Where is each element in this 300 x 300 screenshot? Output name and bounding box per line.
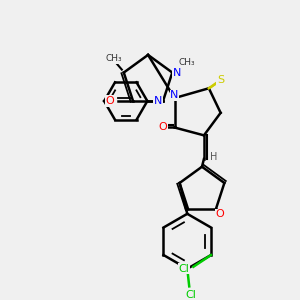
Text: H: H	[210, 152, 218, 162]
Text: O: O	[158, 122, 167, 133]
Text: S: S	[217, 75, 224, 85]
Text: CH₃: CH₃	[106, 54, 122, 63]
Text: N: N	[154, 96, 162, 106]
Text: N: N	[170, 90, 179, 100]
Text: CH₃: CH₃	[179, 58, 195, 67]
Text: N: N	[173, 68, 182, 77]
Text: O: O	[105, 96, 114, 106]
Text: Cl: Cl	[186, 290, 196, 300]
Text: O: O	[215, 209, 224, 219]
Text: Cl: Cl	[178, 264, 189, 274]
